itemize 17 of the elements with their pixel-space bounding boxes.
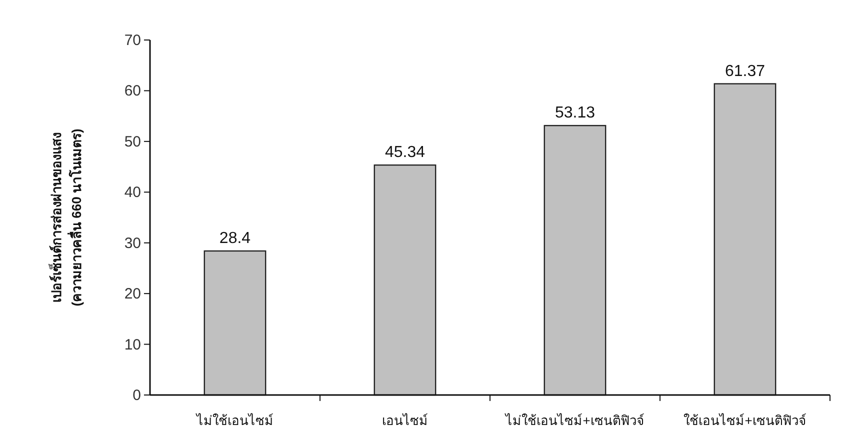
y-tick-label: 50	[124, 133, 141, 150]
y-tick-label: 30	[124, 234, 141, 252]
y-tick-label: 70	[124, 32, 141, 49]
y-tick-label: 40	[124, 184, 141, 202]
x-tick-label: ใช้เอนไซม์+เซนติฟิวจ์	[684, 413, 806, 428]
y-tick-label: 60	[124, 82, 141, 100]
x-tick-label: เอนไซม์	[382, 413, 428, 428]
y-tick-label: 0	[132, 387, 141, 404]
data-label: 61.37	[724, 62, 766, 80]
x-tick-label: ไม่ใช้เอนไซม์	[196, 413, 274, 428]
data-label: 28.4	[219, 230, 251, 247]
y-tick-label: 10	[124, 336, 141, 354]
data-label: 45.34	[384, 144, 426, 162]
x-tick-label: ไม่ใช้เอนไซม์+เซนติฟิวจ์	[504, 413, 644, 428]
y-tick-label: 20	[124, 286, 141, 303]
data-label: 53.13	[554, 104, 596, 122]
y-axis-title: เปอร์เซ็นต์การส่องผ่านของแสง (ความยาวคลื่น 660 นาโนเมตร)	[47, 128, 84, 306]
